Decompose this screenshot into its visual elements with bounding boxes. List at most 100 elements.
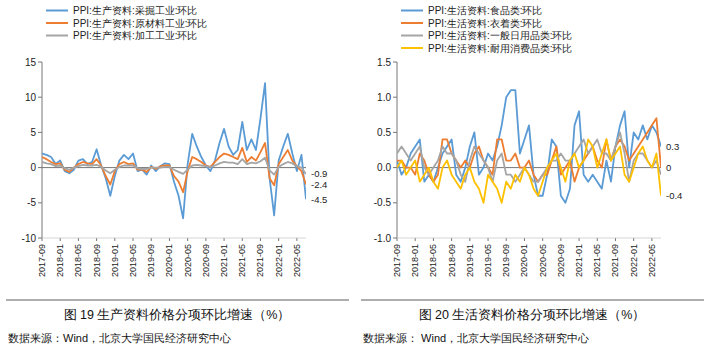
y-tick-label: 15 bbox=[25, 57, 37, 68]
x-tick-label: 2021-05 bbox=[237, 244, 247, 277]
legend-label: PPI:生活资料:衣着类:环比 bbox=[428, 18, 542, 29]
x-tick-label: 2019-05 bbox=[483, 244, 493, 277]
x-tick-label: 2019-05 bbox=[128, 244, 138, 277]
x-tick-label: 2021-05 bbox=[592, 244, 602, 277]
x-tick bbox=[242, 238, 243, 241]
y-tick bbox=[38, 238, 42, 239]
lines bbox=[397, 90, 661, 203]
x-tick-label: 2021-09 bbox=[610, 244, 620, 277]
x-tick bbox=[278, 238, 279, 241]
x-tick bbox=[597, 238, 598, 241]
x-tick-label: 2017-09 bbox=[37, 244, 47, 277]
x-tick-label: 2017-09 bbox=[392, 244, 402, 277]
x-tick-label: 2018-09 bbox=[92, 244, 102, 277]
x-tick bbox=[260, 238, 261, 241]
y-tick bbox=[38, 202, 42, 203]
x-tick-label: 2018-01 bbox=[410, 244, 420, 277]
x-tick bbox=[397, 238, 398, 241]
x-tick-label: 2019-01 bbox=[110, 244, 120, 277]
x-tick-label: 2019-09 bbox=[501, 244, 511, 277]
y-tick-label: 0.5 bbox=[377, 127, 391, 138]
x-tick-label: 2018-09 bbox=[447, 244, 457, 277]
series-line bbox=[42, 83, 306, 218]
x-tick-label: 2020-05 bbox=[183, 244, 193, 277]
y-tick bbox=[38, 97, 42, 98]
series-line bbox=[397, 90, 661, 203]
y-tick-label: 10 bbox=[25, 92, 37, 103]
x-tick-label: 2019-01 bbox=[465, 244, 475, 277]
x-tick bbox=[415, 238, 416, 241]
caption: 图 19 生产资料价格分项环比增速（%） bbox=[64, 308, 291, 322]
y-tick bbox=[393, 132, 397, 133]
x-tick bbox=[542, 238, 543, 241]
x-tick bbox=[205, 238, 206, 241]
x-tick bbox=[633, 238, 634, 241]
x-tick bbox=[469, 238, 470, 241]
series-line bbox=[42, 158, 306, 175]
x-tick-label: 2019-09 bbox=[146, 244, 156, 277]
x-tick bbox=[488, 238, 489, 241]
x-tick bbox=[296, 238, 297, 241]
x-tick bbox=[42, 238, 43, 241]
y-tick-label: 0.0 bbox=[377, 162, 391, 173]
end-label: -4.5 bbox=[311, 194, 327, 205]
x-tick bbox=[506, 238, 507, 241]
y-tick bbox=[393, 238, 397, 239]
legend-key bbox=[401, 47, 423, 49]
y-axis bbox=[397, 62, 398, 238]
y-tick bbox=[38, 132, 42, 133]
x-axis bbox=[42, 167, 306, 168]
source: 数据来源： Wind，北京大学国民经济研究中心 bbox=[363, 332, 589, 344]
x-tick bbox=[651, 238, 652, 241]
legend-key bbox=[46, 35, 68, 37]
x-tick bbox=[96, 238, 97, 241]
x-tick bbox=[433, 238, 434, 241]
panel: PPI:生产资料:采掘工业:环比PPI:生产资料:原材料工业:环比PPI:生产资… bbox=[6, 5, 349, 344]
x-tick bbox=[451, 238, 452, 241]
caption-rule bbox=[361, 300, 704, 301]
caption-rule bbox=[6, 300, 349, 301]
x-tick-label: 2018-05 bbox=[73, 244, 83, 277]
y-tick bbox=[393, 97, 397, 98]
x-tick bbox=[169, 238, 170, 241]
x-tick bbox=[78, 238, 79, 241]
legend-label: PPI:生产资料:原材料工业:环比 bbox=[73, 18, 207, 29]
source: 数据来源：Wind，北京大学国民经济研究中心 bbox=[8, 332, 231, 344]
legend-label: PPI:生活资料:一般日用品类:环比 bbox=[428, 30, 572, 41]
y-tick bbox=[393, 202, 397, 203]
x-tick-label: 2018-05 bbox=[428, 244, 438, 277]
end-label: 0.3 bbox=[666, 141, 679, 152]
x-tick-label: 2020-05 bbox=[538, 244, 548, 277]
x-tick bbox=[224, 238, 225, 241]
figure: PPI:生产资料:采掘工业:环比PPI:生产资料:原材料工业:环比PPI:生产资… bbox=[0, 0, 710, 351]
x-tick bbox=[114, 238, 115, 241]
lines bbox=[42, 83, 306, 218]
x-tick-label: 2021-01 bbox=[219, 244, 229, 277]
y-tick bbox=[38, 62, 42, 63]
end-label: 0 bbox=[666, 162, 671, 173]
y-tick bbox=[38, 167, 42, 168]
x-tick bbox=[524, 238, 525, 241]
series-line bbox=[42, 143, 306, 192]
y-tick-label: -10 bbox=[22, 233, 37, 244]
end-label: -0.4 bbox=[666, 190, 682, 201]
x-tick-label: 2022-01 bbox=[274, 244, 284, 277]
y-tick-label: 0 bbox=[30, 162, 36, 173]
y-axis bbox=[42, 62, 43, 238]
x-tick bbox=[579, 238, 580, 241]
caption: 图 20 生活资料价格分项环比增速（%） bbox=[419, 308, 646, 322]
plot-bottom bbox=[397, 238, 661, 239]
y-tick-label: 1.0 bbox=[377, 92, 391, 103]
x-tick bbox=[615, 238, 616, 241]
legend-key bbox=[46, 22, 68, 24]
x-tick bbox=[133, 238, 134, 241]
x-tick-label: 2020-09 bbox=[556, 244, 566, 277]
y-tick-label: -0.5 bbox=[374, 197, 392, 208]
x-tick-label: 2020-01 bbox=[519, 244, 529, 277]
x-tick-label: 2021-09 bbox=[255, 244, 265, 277]
legend-label: PPI:生活资料:耐用消费品类:环比 bbox=[428, 43, 572, 54]
legend-label: PPI:生产资料:采掘工业:环比 bbox=[73, 5, 197, 16]
x-tick-label: 2020-09 bbox=[201, 244, 211, 277]
x-tick-label: 2022-01 bbox=[629, 244, 639, 277]
legend-label: PPI:生活资料:食品类:环比 bbox=[428, 5, 542, 16]
